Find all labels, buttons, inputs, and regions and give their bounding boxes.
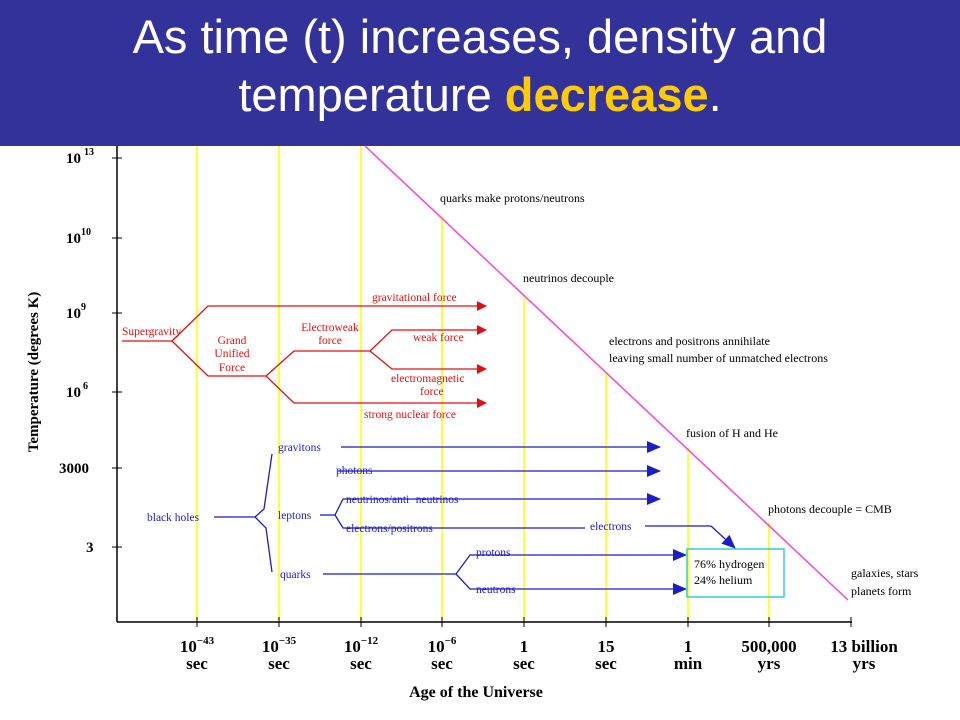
slide-title: As time (t) increases, density and tempe… [0, 8, 960, 124]
annotation-annihilate-2: leaving small number of unmatched electr… [609, 351, 828, 365]
axes [116, 146, 852, 623]
label-photons: photons [336, 465, 373, 477]
title-line-2: temperature decrease. [0, 66, 960, 124]
label-guf: Grand [218, 335, 247, 347]
x-tick-unit: yrs [758, 654, 781, 673]
x-tick-label: 10−35 [262, 635, 297, 656]
annotation-neutrinos: neutrinos decouple [523, 271, 614, 285]
y-tick-labels: 10 13 1010 109 10 6 3000 3 [59, 147, 94, 556]
label-guf-2: Unified [214, 348, 249, 360]
y-tick-label: 1010 [66, 227, 91, 247]
x-tick-label: 10−6 [428, 635, 457, 656]
label-electromagnetic-2: force [420, 386, 444, 398]
tick-marks [112, 157, 852, 627]
x-tick-labels: 10−43 sec 10−35 sec 10−12 sec 10−6 sec 1… [180, 635, 898, 673]
title-highlight: decrease [504, 68, 709, 121]
x-tick-label: 10−43 [180, 635, 215, 656]
annotation-cmb: photons decouple = CMB [768, 502, 892, 516]
label-electroweak-2: force [318, 335, 342, 347]
x-tick-label: 500,000 [741, 637, 796, 656]
composition-box [686, 548, 785, 598]
y-tick-label: 3 [86, 540, 94, 556]
label-electrons: electrons [590, 521, 632, 533]
title-line-2-prefix: temperature [238, 68, 505, 121]
x-tick-unit: sec [431, 654, 453, 673]
annotation-galaxies: galaxies, stars [851, 566, 919, 580]
label-neutrinos: neutrinos/anti−neutrinos [346, 494, 459, 506]
label-supergravity: Supergravity [122, 326, 181, 338]
composition-hydrogen: 76% hydrogen [694, 557, 764, 571]
x-tick-unit: yrs [853, 654, 876, 673]
title-line-1: As time (t) increases, density and [132, 10, 828, 63]
annotation-fusion: fusion of H and He [686, 426, 778, 440]
y-tick-label: 3000 [59, 461, 89, 477]
label-quarks: quarks [280, 569, 311, 581]
x-axis-label: Age of the Universe [409, 684, 543, 701]
x-tick-label: 15 [598, 637, 615, 656]
x-tick-label: 10−12 [344, 635, 379, 656]
label-strong: strong nuclear force [364, 409, 456, 421]
force-labels: Supergravity Grand Unified Force Electro… [122, 292, 464, 421]
label-gravitons: gravitons [278, 442, 321, 454]
label-electromagnetic: electromagnetic [391, 373, 464, 385]
annotation-quarks: quarks make protons/neutrons [440, 191, 585, 205]
composition-helium: 24% helium [694, 573, 753, 587]
force-tree [122, 301, 487, 408]
label-black-holes: black holes [147, 512, 200, 524]
x-tick-label: 1 [684, 637, 693, 656]
x-tick-unit: sec [186, 654, 208, 673]
y-tick-label: 109 [66, 302, 86, 322]
label-electroweak: Electroweak [301, 322, 359, 334]
y-tick-label: 10 13 [66, 147, 94, 167]
x-tick-label: 1 [520, 637, 529, 656]
x-tick-label: 13 billion [830, 637, 898, 656]
title-bar [0, 0, 960, 146]
y-axis-label: Temperature (degrees K) [26, 292, 42, 453]
label-guf-3: Force [219, 362, 245, 374]
x-tick-unit: sec [350, 654, 372, 673]
temperature-decline-line [364, 145, 849, 601]
particle-labels: black holes gravitons photons leptons ne… [147, 442, 632, 596]
title-line-2-suffix: . [708, 68, 722, 121]
label-leptons: leptons [278, 510, 312, 522]
x-tick-unit: sec [268, 654, 290, 673]
label-weak: weak force [413, 332, 464, 344]
x-tick-unit: min [674, 654, 703, 673]
epoch-lines [196, 146, 770, 620]
y-tick-label: 10 6 [66, 381, 88, 401]
annotation-annihilate: electrons and positrons annihilate [609, 334, 770, 348]
label-gravitational: gravitational force [372, 292, 457, 304]
label-electrons-positrons: electrons/positrons [346, 523, 433, 535]
particle-tree [214, 441, 736, 595]
label-protons: protons [476, 547, 511, 559]
annotation-galaxies-2: planets form [851, 584, 912, 598]
label-neutrons: neutrons [476, 584, 516, 596]
x-tick-unit: sec [513, 654, 535, 673]
x-tick-unit: sec [595, 654, 617, 673]
annotations: quarks make protons/neutrons neutrinos d… [440, 191, 919, 598]
